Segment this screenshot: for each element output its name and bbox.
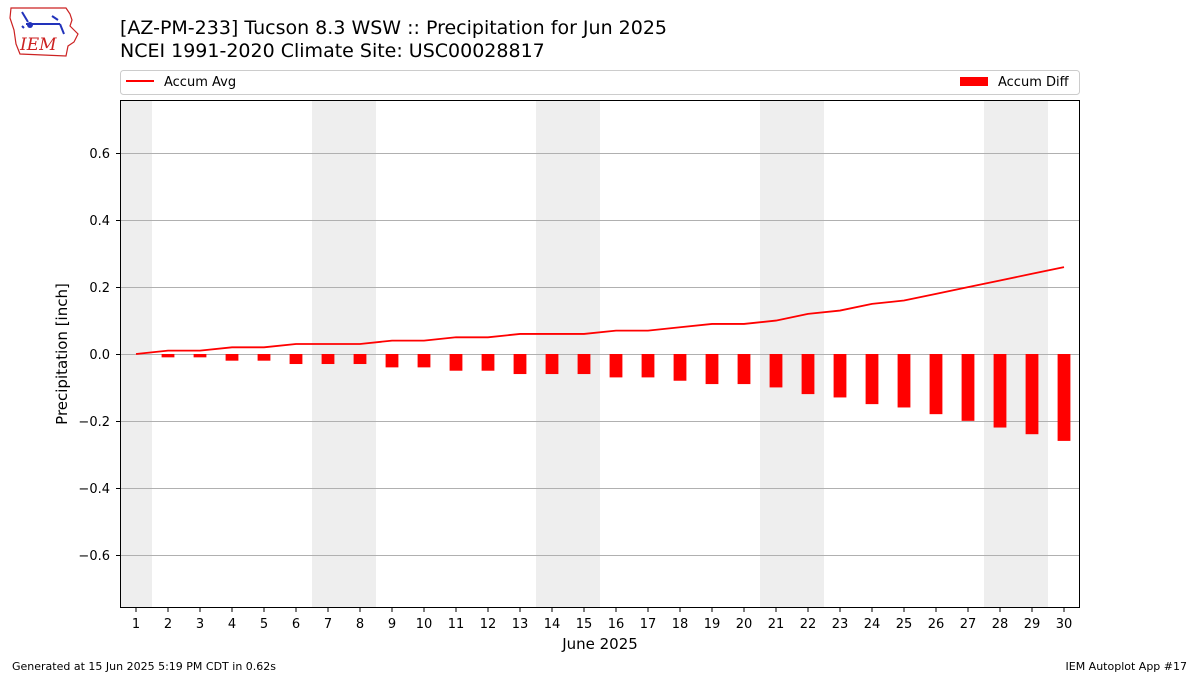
y-tick-label: −0.6 <box>78 549 110 564</box>
x-tick-label: 15 <box>576 617 593 632</box>
legend-label-accum-avg: Accum Avg <box>164 75 236 90</box>
x-tick-label: 11 <box>448 617 465 632</box>
legend-label-accum-diff: Accum Diff <box>998 75 1070 90</box>
x-tick-label: 20 <box>736 617 753 632</box>
accum-diff-bar <box>897 354 911 408</box>
x-tick-label: 10 <box>416 617 433 632</box>
accum-diff-bar <box>641 354 655 378</box>
accum-diff-bar <box>449 354 463 371</box>
x-axis-label: June 2025 <box>561 635 638 653</box>
accum-diff-bar <box>865 354 879 405</box>
x-tick-label: 5 <box>260 617 268 632</box>
x-axis-ticks: 1 2 3 4 5 6 7 8 9 10 11 12 13 14 15 16 17 18 19 20 21 22 23 24 2… <box>132 608 1072 632</box>
accum-diff-bar <box>673 354 687 381</box>
x-tick-label: 7 <box>324 617 332 632</box>
accum-diff-bar <box>545 354 559 375</box>
legend: Accum Avg Accum Diff <box>120 70 1080 95</box>
x-tick-label: 29 <box>1024 617 1041 632</box>
y-tick-label: 0.0 <box>89 348 110 363</box>
x-tick-label: 19 <box>704 617 721 632</box>
accum-diff-bar <box>769 354 783 388</box>
accum-diff-bar <box>417 354 431 368</box>
chart-subtitle: NCEI 1991-2020 Climate Site: USC00028817 <box>120 40 545 62</box>
y-tick-label: 0.6 <box>89 147 110 162</box>
x-tick-label: 22 <box>800 617 817 632</box>
x-tick-label: 21 <box>768 617 785 632</box>
x-tick-label: 4 <box>228 617 236 632</box>
x-tick-label: 12 <box>480 617 497 632</box>
logo-text: IEM <box>19 35 57 55</box>
accum-diff-bar <box>257 354 271 361</box>
accum-diff-bar <box>481 354 495 371</box>
x-tick-label: 8 <box>356 617 364 632</box>
accum-diff-bar <box>737 354 751 385</box>
weather-glyph-icon <box>21 11 65 35</box>
x-tick-label: 1 <box>132 617 140 632</box>
y-axis-label: Precipitation [inch] <box>53 283 71 425</box>
accum-avg-polyline <box>135 266 1065 355</box>
accum-diff-bar <box>801 354 815 395</box>
x-tick-label: 6 <box>292 617 300 632</box>
y-tick-label: −0.2 <box>78 415 110 430</box>
x-tick-label: 9 <box>388 617 396 632</box>
accum-diff-bars <box>129 354 1071 441</box>
chart-title: [AZ-PM-233] Tucson 8.3 WSW :: Precipitat… <box>120 17 668 39</box>
accum-diff-bar <box>609 354 623 378</box>
accum-diff-bar <box>833 354 847 398</box>
x-tick-label: 16 <box>608 617 625 632</box>
accum-diff-bar <box>929 354 943 415</box>
y-tick-label: 0.4 <box>89 214 110 229</box>
x-tick-label: 23 <box>832 617 849 632</box>
accum-diff-bar <box>321 354 335 365</box>
y-tick-label: −0.4 <box>78 482 110 497</box>
x-tick-label: 18 <box>672 617 689 632</box>
x-tick-label: 2 <box>164 617 172 632</box>
accum-diff-bar <box>577 354 591 375</box>
accum-diff-bar <box>193 354 207 358</box>
x-tick-label: 3 <box>196 617 204 632</box>
plot-frame <box>120 100 1080 608</box>
accum-diff-bar <box>705 354 719 385</box>
x-tick-label: 24 <box>864 617 881 632</box>
accum-diff-bar <box>161 354 175 358</box>
accum-diff-bar <box>289 354 303 365</box>
x-tick-label: 26 <box>928 617 945 632</box>
accum-avg-line <box>135 266 1065 355</box>
autoplot-app-label: IEM Autoplot App #17 <box>1065 660 1188 673</box>
x-tick-label: 28 <box>992 617 1009 632</box>
accum-diff-bar <box>513 354 527 375</box>
x-tick-label: 27 <box>960 617 977 632</box>
x-tick-label: 30 <box>1056 617 1073 632</box>
y-axis-ticks: −0.6 −0.4 −0.2 0.0 0.2 0.4 0.6 <box>78 147 120 564</box>
accum-diff-bar <box>225 354 239 361</box>
y-gridlines <box>120 153 1080 556</box>
legend-box <box>120 70 1080 95</box>
accum-diff-bar <box>353 354 367 365</box>
accum-diff-bar <box>385 354 399 368</box>
legend-bar-swatch <box>960 77 988 86</box>
x-tick-label: 17 <box>640 617 657 632</box>
accum-diff-bar <box>993 354 1007 428</box>
iem-logo: IEM <box>8 6 80 60</box>
x-tick-label: 14 <box>544 617 561 632</box>
accum-diff-bar <box>1025 354 1039 435</box>
accum-diff-bar <box>961 354 975 421</box>
x-tick-label: 25 <box>896 617 913 632</box>
accum-diff-bar <box>1057 354 1071 441</box>
generated-timestamp: Generated at 15 Jun 2025 5:19 PM CDT in … <box>12 660 277 673</box>
x-tick-label: 13 <box>512 617 529 632</box>
y-tick-label: 0.2 <box>89 281 110 296</box>
